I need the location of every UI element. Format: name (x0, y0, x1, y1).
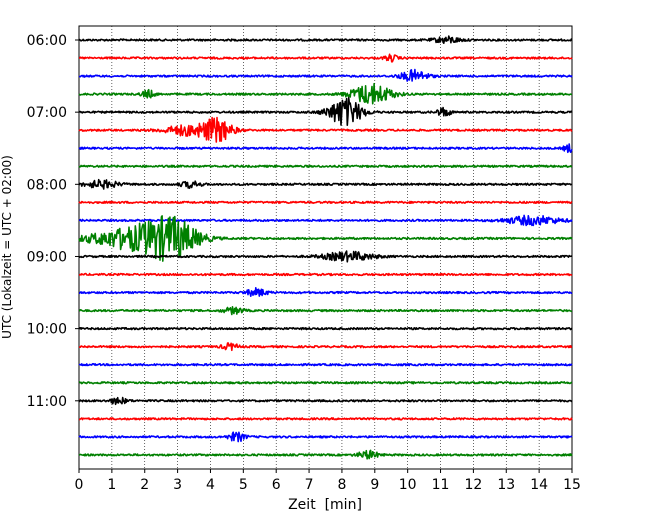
trace-line (78, 250, 573, 263)
x-tick-label: 1 (107, 477, 116, 493)
trace-line (78, 326, 573, 331)
trace-line (78, 143, 573, 154)
trace-line (78, 287, 573, 297)
x-tick-label: 8 (337, 477, 346, 493)
trace-line (78, 215, 573, 262)
x-tick-label: 6 (272, 477, 281, 493)
x-tick-label: 14 (530, 477, 548, 493)
y-tick-label: 09:00 (27, 249, 67, 265)
x-tick-label: 7 (305, 477, 314, 493)
trace-line (78, 272, 573, 277)
x-tick-label: 12 (464, 477, 482, 493)
x-tick-label: 5 (239, 477, 248, 493)
trace-line (78, 116, 573, 143)
x-tick-label: 11 (432, 477, 450, 493)
trace-line (78, 68, 573, 82)
trace-layer (78, 35, 573, 460)
y-axis: 06:00 07:00 08:00 09:00 10:00 11:00 (27, 33, 79, 410)
trace-line (78, 35, 573, 44)
trace-line (78, 82, 573, 105)
trace-line (78, 417, 573, 421)
trace-line (78, 96, 573, 126)
trace-line (78, 363, 573, 367)
x-tick-label: 15 (563, 477, 581, 493)
trace-line (78, 431, 573, 443)
trace-line (78, 306, 573, 316)
trace-line (78, 164, 573, 168)
trace-line (78, 381, 573, 385)
trace-line (78, 178, 573, 190)
x-axis: 0 1 2 3 4 5 6 7 8 9 10 11 12 13 14 15 (75, 469, 581, 493)
trace-line (78, 53, 573, 63)
y-axis-label: UTC (Lokalzeit = UTC + 02:00) (0, 155, 14, 339)
x-tick-label: 13 (497, 477, 515, 493)
trace-line (78, 396, 573, 406)
x-tick-label: 4 (206, 477, 215, 493)
grid-layer (111, 26, 540, 469)
trace-line (78, 449, 573, 460)
y-tick-label: 08:00 (27, 177, 67, 193)
trace-line (78, 342, 573, 352)
trace-line (78, 214, 573, 227)
x-tick-label: 2 (140, 477, 149, 493)
y-tick-label: 06:00 (27, 33, 67, 49)
y-tick-label: 07:00 (27, 105, 67, 121)
trace-line (78, 200, 573, 205)
x-axis-label: Zeit [min] (288, 497, 362, 513)
y-tick-label: 10:00 (27, 322, 67, 338)
x-tick-label: 0 (75, 477, 84, 493)
y-tick-label: 11:00 (27, 394, 67, 410)
plot-frame (78, 25, 573, 470)
x-tick-label: 10 (399, 477, 417, 493)
x-tick-label: 9 (370, 477, 379, 493)
x-tick-label: 3 (173, 477, 182, 493)
